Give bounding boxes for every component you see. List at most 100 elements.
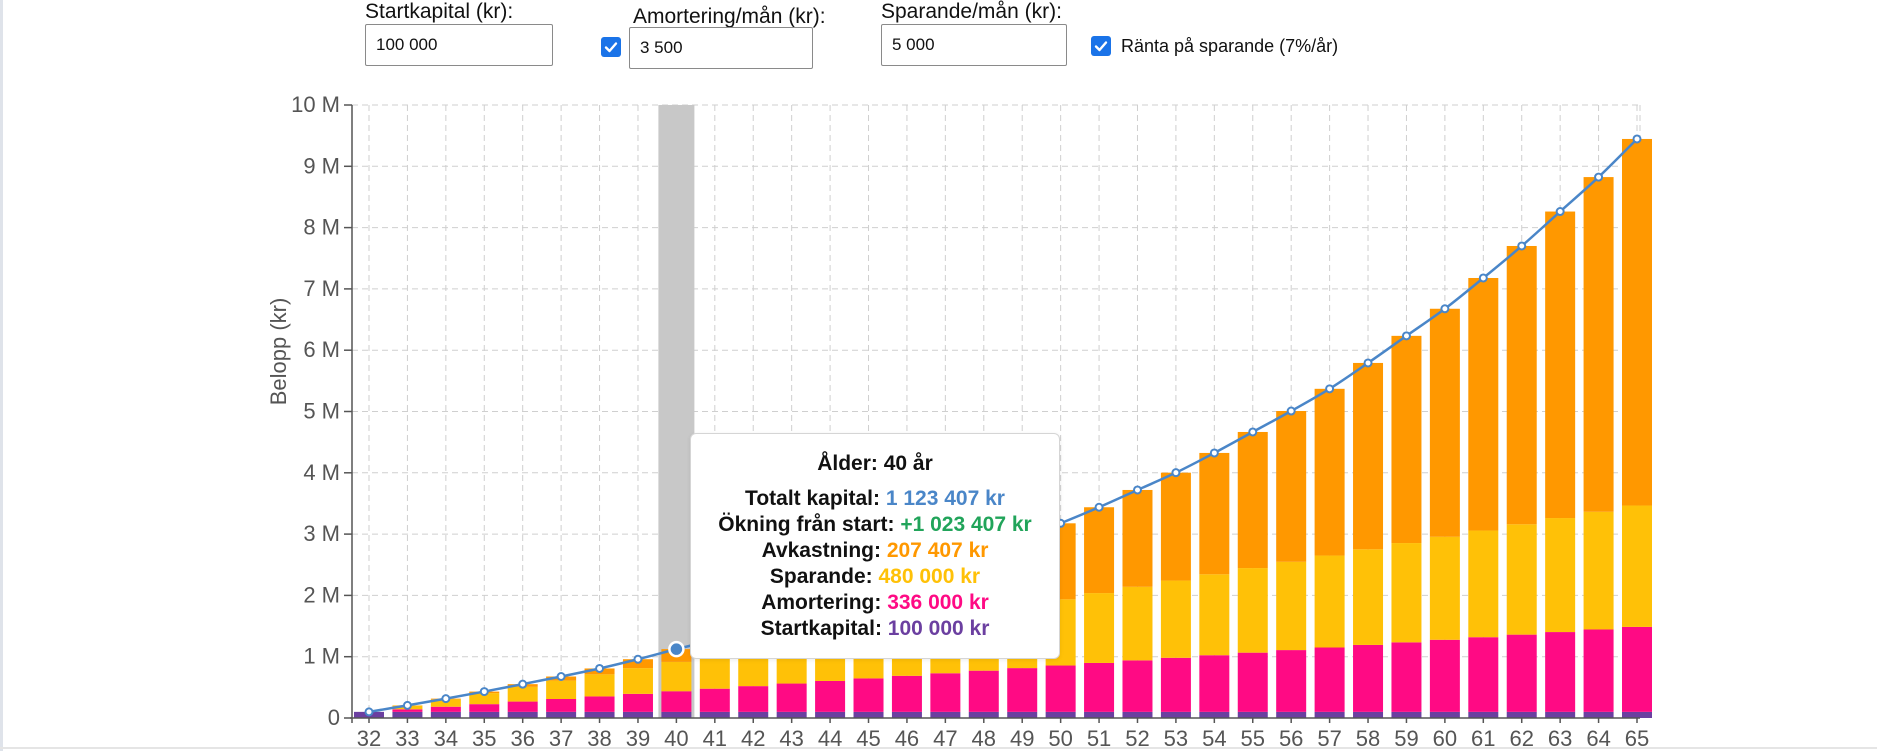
bar-startkapital: [699, 711, 730, 718]
tooltip-label: Avkastning:: [761, 539, 881, 562]
bar-avkastning: [1429, 308, 1460, 537]
x-tick-label: 63: [1548, 726, 1572, 751]
bar-amortering: [1276, 650, 1307, 712]
tooltip-row-increase: Ökning från start: +1 023 407 kr: [691, 513, 1059, 537]
x-tick-label: 39: [626, 726, 650, 751]
x-tick-label: 64: [1586, 726, 1610, 751]
tooltip-value: 207 407 kr: [886, 539, 989, 562]
tooltip-label: Sparande:: [769, 565, 873, 588]
y-tick-label: 8 M: [303, 215, 340, 240]
total-point-active: [668, 640, 685, 658]
bar-sparande: [584, 674, 615, 697]
x-tick-label: 48: [972, 726, 996, 751]
page-left-border: [0, 0, 3, 751]
amortering-input[interactable]: [629, 27, 813, 69]
tooltip-row-amortering: Amortering: 336 000 kr: [691, 591, 1059, 615]
tooltip-value: 100 000 kr: [887, 617, 990, 640]
x-tick-label: 36: [510, 726, 534, 751]
bar-amortering: [1084, 662, 1115, 712]
bar-amortering: [1391, 642, 1422, 712]
sparande-label: Sparande/mån (kr):: [881, 0, 1062, 23]
y-tick-label: 10 M: [291, 92, 340, 117]
bar-amortering: [1583, 629, 1614, 712]
bar-sparande: [1276, 561, 1307, 651]
total-point: [1440, 304, 1450, 314]
bar-startkapital: [1007, 711, 1038, 718]
x-tick-label: 52: [1125, 726, 1149, 751]
bar-amortering: [1429, 639, 1460, 712]
amortering-checkbox[interactable]: [601, 37, 621, 57]
x-tick-label: 44: [818, 726, 842, 751]
bar-amortering: [469, 704, 500, 712]
bar-startkapital: [776, 711, 807, 718]
x-tick-label: 41: [703, 726, 727, 751]
tooltip-value: 480 000 kr: [878, 565, 981, 588]
y-tick-label: 4 M: [303, 460, 340, 485]
tooltip-value: 1 123 407 kr: [885, 487, 1005, 510]
total-point: [518, 679, 528, 689]
bar-amortering: [891, 675, 922, 712]
y-tick-label: 5 M: [303, 399, 340, 424]
x-tick-label: 35: [472, 726, 496, 751]
startkapital-input[interactable]: [365, 24, 553, 66]
total-point: [1094, 502, 1104, 512]
bar-startkapital: [622, 711, 653, 718]
bar-startkapital: [661, 711, 692, 718]
bar-startkapital: [1468, 711, 1499, 718]
bar-avkastning: [1353, 362, 1384, 550]
bar-startkapital: [891, 711, 922, 718]
bar-amortering: [815, 680, 846, 712]
tooltip-label: Totalt kapital:: [745, 487, 880, 510]
x-tick-label: 57: [1317, 726, 1341, 751]
x-tick-label: 50: [1048, 726, 1072, 751]
total-point: [1171, 468, 1181, 478]
x-tick-label: 54: [1202, 726, 1226, 751]
bar-amortering: [1622, 626, 1652, 712]
bar-avkastning: [1122, 489, 1153, 587]
checkmark-icon: [604, 42, 618, 53]
bar-sparande: [1314, 555, 1345, 648]
ranta-checkbox[interactable]: [1091, 36, 1111, 56]
bar-amortering: [1237, 652, 1268, 712]
total-point: [1209, 448, 1219, 458]
bar-amortering: [1199, 655, 1230, 712]
x-tick-label: 40: [664, 726, 688, 751]
total-point: [595, 663, 605, 673]
total-point: [1325, 384, 1335, 394]
y-tick-label: 9 M: [303, 153, 340, 178]
x-tick-label: 61: [1471, 726, 1495, 751]
bar-startkapital: [1122, 711, 1153, 718]
total-point: [479, 687, 489, 697]
bar-avkastning: [1160, 472, 1191, 581]
sparande-input[interactable]: [881, 24, 1067, 66]
bar-amortering: [930, 673, 961, 712]
bar-sparande: [1545, 518, 1576, 633]
chart-tooltip: Ålder: 40 år Totalt kapital: 1 123 407 k…: [690, 433, 1060, 659]
bar-sparande: [1468, 530, 1499, 638]
bar-avkastning: [1506, 245, 1537, 525]
x-tick-label: 58: [1356, 726, 1380, 751]
bar-startkapital: [1276, 711, 1307, 718]
bar-amortering: [1314, 647, 1345, 712]
total-point: [1594, 172, 1604, 182]
tooltip-title: Ålder: 40 år: [817, 452, 933, 475]
bar-sparande: [1429, 536, 1460, 640]
bar-avkastning: [1314, 388, 1345, 556]
bar-sparande: [1353, 549, 1384, 645]
bar-amortering: [1468, 637, 1499, 712]
tooltip-label: Startkapital:: [760, 617, 882, 640]
y-tick-label: 2 M: [303, 582, 340, 607]
tooltip-row-total: Totalt kapital: 1 123 407 kr: [691, 487, 1059, 511]
x-tick-label: 38: [587, 726, 611, 751]
bar-avkastning: [1199, 452, 1230, 575]
bar-sparande: [1583, 511, 1614, 630]
bar-startkapital: [1160, 711, 1191, 718]
bar-startkapital: [1045, 711, 1076, 718]
total-point: [364, 707, 374, 717]
bar-sparande: [661, 661, 692, 692]
x-tick-label: 32: [357, 726, 381, 751]
x-tick-label: 43: [779, 726, 803, 751]
bar-startkapital: [815, 711, 846, 718]
y-axis-title: Belopp (kr): [266, 298, 291, 406]
bar-startkapital: [430, 711, 461, 718]
